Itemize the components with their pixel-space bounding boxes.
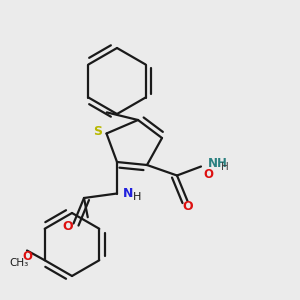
Text: H: H [133, 191, 141, 202]
Text: O: O [183, 200, 194, 213]
Text: O: O [203, 167, 213, 181]
Text: CH₃: CH₃ [10, 258, 29, 268]
Text: NH: NH [208, 157, 227, 170]
Text: S: S [93, 125, 102, 139]
Text: O: O [22, 250, 32, 263]
Text: O: O [62, 220, 73, 233]
Text: H: H [221, 161, 229, 172]
Text: N: N [122, 187, 133, 200]
